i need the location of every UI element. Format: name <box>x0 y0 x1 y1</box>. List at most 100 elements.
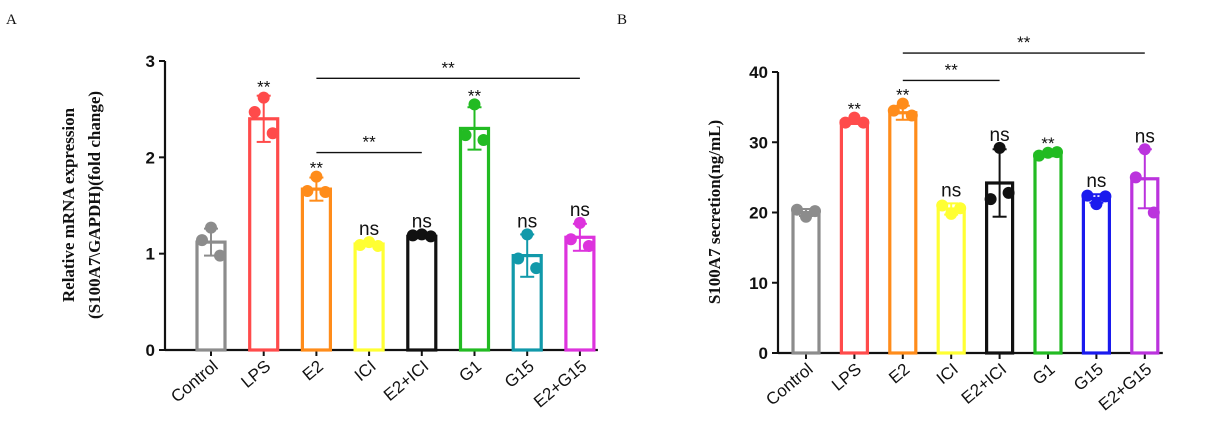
pa-data-point-0-1 <box>196 234 208 247</box>
pb-data-point-0-0 <box>800 210 812 223</box>
pa-data-point-6-0 <box>521 228 534 241</box>
pb-data-point-2-2 <box>905 109 918 122</box>
pa-y-axis-label-0: Relative mRNA expression <box>59 107 78 302</box>
pa-data-point-7-0 <box>573 216 586 229</box>
pb-data-point-2-0 <box>896 97 909 110</box>
pb-data-point-3-2 <box>954 202 967 215</box>
pa-data-point-5-2 <box>477 133 490 146</box>
pa-bar-5 <box>458 126 491 352</box>
pa-data-point-2-1 <box>301 185 314 198</box>
pb-y-tick-label-4: 40 <box>749 63 768 82</box>
pa-x-category-label-2: E2 <box>299 357 327 385</box>
pb-x-category-label-6: G15 <box>1070 360 1107 395</box>
pa-data-point-4-2 <box>424 230 437 243</box>
pa-x-category-label-4: E2+ICI <box>380 357 432 405</box>
pa-data-point-0-0 <box>205 221 217 234</box>
pb-y-axis-label-0: S100A7 secretion(ng/mL) <box>705 120 724 304</box>
pa-sig-label-2: ** <box>310 159 324 178</box>
pa-sig-label-5: ** <box>468 86 482 105</box>
pa-x-category-label-5: G1 <box>455 357 485 386</box>
pa-data-point-3-2 <box>372 239 385 252</box>
pa-y-tick-label-0: 0 <box>146 341 155 360</box>
pb-sig-label-7: ns <box>1135 126 1155 147</box>
pb-data-point-7-1 <box>1129 171 1142 184</box>
pa-bracket-label-1: ** <box>442 58 456 77</box>
pa-sig-label-4: ns <box>412 211 432 232</box>
pa-data-point-7-1 <box>564 233 577 246</box>
pa-data-point-6-1 <box>512 252 525 265</box>
pb-data-point-4-2 <box>1002 186 1015 199</box>
pb-data-point-7-2 <box>1147 206 1160 219</box>
pa-x-category-label-3: ICI <box>351 357 380 386</box>
pb-x-category-label-1: LPS <box>828 360 865 395</box>
pb-y-tick-label-1: 10 <box>749 274 768 293</box>
pa-data-point-5-0 <box>468 98 481 111</box>
pb-data-point-6-2 <box>1099 190 1112 203</box>
pb-data-point-6-1 <box>1081 189 1094 202</box>
pb-data-point-0-2 <box>809 205 821 218</box>
pb-bracket-label-1: ** <box>1017 33 1031 52</box>
pb-data-point-5-2 <box>1051 146 1063 159</box>
pa-data-point-1-2 <box>266 127 279 140</box>
pa-data-point-6-2 <box>530 262 543 275</box>
pb-data-point-3-0 <box>945 207 958 220</box>
pb-data-point-1-0 <box>848 111 861 124</box>
pa-data-point-2-2 <box>319 186 332 199</box>
pa-x-category-label-6: G15 <box>501 357 538 392</box>
pb-data-point-5-0 <box>1042 146 1054 159</box>
pb-data-point-4-0 <box>993 141 1006 154</box>
pa-sig-label-1: ** <box>257 78 271 97</box>
pa-y-tick-label-1: 1 <box>146 245 155 264</box>
pa-x-category-label-0: Control <box>167 357 221 407</box>
pb-sig-label-6: ns <box>1086 171 1106 192</box>
pb-bar-1 <box>839 119 870 355</box>
pa-y-tick-label-3: 3 <box>146 52 155 71</box>
pb-x-category-label-5: G1 <box>1029 360 1059 389</box>
pb-x-category-label-4: E2+ICI <box>958 360 1010 408</box>
pb-sig-label-3: ns <box>941 180 961 201</box>
pb-data-point-5-1 <box>1033 149 1045 162</box>
pb-sig-label-2: ** <box>896 86 910 105</box>
pb-y-tick-label-3: 30 <box>749 133 768 152</box>
pb-x-category-label-3: ICI <box>933 360 962 389</box>
pa-bracket-label-0: ** <box>362 133 376 152</box>
pb-bar-0 <box>791 210 821 355</box>
pa-bar-4 <box>406 234 438 352</box>
chart-panel-a: 0 1 2 3 Relative mRNA expression (S100A7\GAPD… <box>59 52 598 411</box>
panel-letter-b: B <box>617 12 627 28</box>
pa-x-category-label-1: LPS <box>237 357 274 392</box>
pa-y-axis-label-1: (S100A7\GAPDH)(fold change) <box>85 91 104 319</box>
pa-data-point-4-0 <box>415 228 428 241</box>
pb-data-point-0-1 <box>791 203 803 216</box>
pa-data-point-4-1 <box>406 229 419 242</box>
panel-letter-a: A <box>6 12 17 28</box>
pb-bracket-label-0: ** <box>945 60 959 79</box>
pa-data-point-0-2 <box>214 249 226 262</box>
pb-data-point-1-1 <box>839 116 852 129</box>
pa-y-tick-label-2: 2 <box>146 148 155 167</box>
pb-sig-label-1: ** <box>848 100 862 119</box>
pb-data-point-2-1 <box>887 104 900 117</box>
pb-x-category-label-7: E2+G15 <box>1095 360 1155 415</box>
pa-sig-label-6: ns <box>517 211 537 232</box>
pb-data-point-7-0 <box>1138 143 1151 156</box>
pb-y-tick-label-2: 20 <box>749 204 768 223</box>
pb-y-tick-label-0: 0 <box>759 344 768 363</box>
pb-data-point-4-1 <box>984 193 997 206</box>
chart-panel-b: 0 10 20 30 40 S100A7 secretion(ng/mL) Control *… <box>705 33 1163 414</box>
pa-data-point-3-0 <box>363 236 376 249</box>
pb-x-category-label-2: E2 <box>885 360 913 388</box>
pb-data-point-3-1 <box>936 199 949 212</box>
pa-data-point-7-2 <box>582 239 595 252</box>
pa-data-point-5-1 <box>459 129 472 142</box>
pa-data-point-3-1 <box>354 238 367 251</box>
pa-bar-3 <box>353 242 385 352</box>
pb-data-point-6-0 <box>1090 198 1103 211</box>
pb-bar-3 <box>936 207 966 355</box>
pb-bar-2 <box>888 111 918 355</box>
pa-data-point-1-1 <box>248 106 261 119</box>
pb-sig-label-4: ns <box>990 125 1010 146</box>
pb-bar-6 <box>1081 196 1112 355</box>
pa-data-point-1-0 <box>257 91 270 104</box>
